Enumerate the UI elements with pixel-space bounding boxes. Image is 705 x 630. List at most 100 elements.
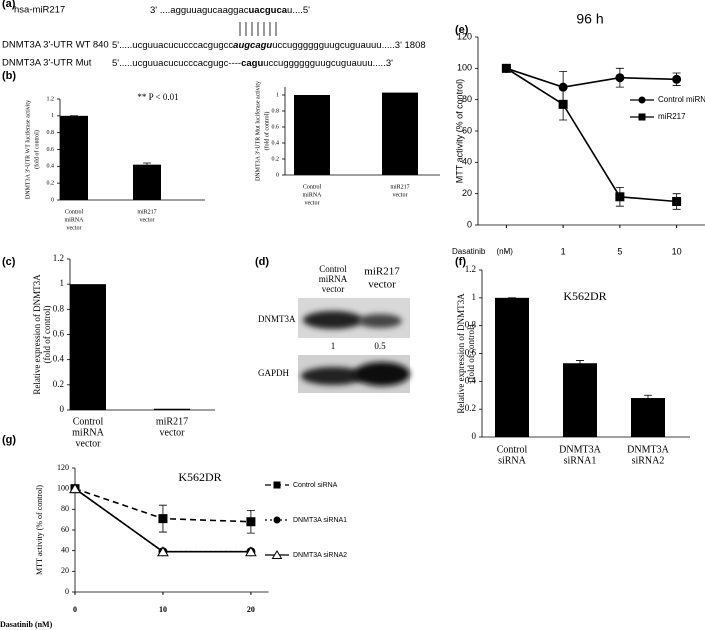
y-tick-label: 0.2 [47, 181, 55, 187]
error-bar [644, 394, 652, 402]
y-tick-label: 0.4 [47, 164, 55, 170]
row-label: DNMT3A [258, 314, 296, 324]
sequence-label: DNMT3A 3'-UTR Mut [2, 58, 92, 69]
y-tick-label: 0.4 [465, 375, 477, 385]
y-tick-label: 0 [276, 172, 279, 178]
x-tick-label: miRNA [302, 192, 322, 198]
legend-marker [638, 113, 646, 121]
x-axis-title: Dasatinib (nM) [452, 247, 513, 256]
lane-label: vector [368, 279, 396, 291]
sequence-label: DNMT3A 3'-UTR WT 840 [2, 40, 109, 51]
chart: 00.20.40.60.811.2ControlmiRNAvectormiR21… [32, 253, 215, 449]
panel-label: (d) [255, 256, 269, 268]
x-tick-label: Control [73, 416, 104, 427]
lane-label: vector [322, 284, 345, 294]
blot-band [358, 314, 402, 328]
bar [382, 92, 418, 175]
marker [672, 197, 682, 206]
sequence-label: hsa-miR217 [14, 5, 65, 16]
panel-a: hsa-miR217 3' ....agguuagucaaggacuacguca… [2, 5, 426, 69]
y-axis-title: (fold of control) [466, 325, 476, 383]
x-tick-label: vector [393, 192, 408, 198]
y-tick-label: 120 [457, 31, 472, 41]
marker [246, 517, 256, 527]
y-axis-title: DNMT3A 3'-UTR WT luciferase activity [24, 100, 31, 199]
y-tick-label: 100 [457, 63, 472, 73]
sequence-part: 5'.....ucguuacucucccacgugcc [112, 40, 233, 51]
sequence-seed: cagu [241, 58, 263, 69]
legend-label: DNMT3A siRNA2 [293, 552, 347, 559]
legend-label: Control miRNA [658, 95, 705, 104]
y-tick-label: 0.8 [53, 303, 65, 313]
y-tick-label: 0.6 [272, 124, 280, 130]
y-tick-label: 60 [462, 125, 472, 135]
bar [631, 398, 665, 437]
x-tick-label: vector [76, 438, 102, 449]
y-tick-label: 0 [60, 404, 65, 414]
y-tick-label: 100 [57, 483, 69, 492]
x-axis-title: Dasatinib (nM) [0, 620, 53, 629]
sequence: 5'.....ucguuacucucccacgugccaugcaguuccugg… [112, 40, 426, 51]
y-tick-label: 40 [462, 157, 472, 167]
x-tick-label: vector [160, 427, 186, 438]
panel-label: (c) [2, 256, 16, 268]
y-tick-label: 20 [462, 188, 472, 198]
y-tick-label: 0.8 [465, 320, 477, 330]
y-axis-title: MTT activity (% of control) [454, 79, 464, 183]
x-tick-label: 5 [617, 246, 622, 256]
x-tick-label: siRNA1 [564, 455, 597, 466]
x-tick-label: miR217 [390, 184, 409, 190]
blot-band [301, 367, 365, 385]
bar [495, 297, 529, 437]
y-tick-label: 1 [60, 278, 65, 288]
x-tick-label: 1 [561, 246, 566, 256]
y-axis-title: MTT activity (% of control) [35, 485, 44, 575]
legend-marker [273, 516, 281, 524]
x-tick-label: DNMT3A [627, 444, 669, 455]
y-tick-label: 0.4 [272, 140, 280, 146]
y-tick-label: 20 [61, 566, 69, 575]
y-tick-label: 0 [467, 219, 472, 229]
row-label: GAPDH [258, 368, 290, 378]
lane-label: miRNA [319, 274, 348, 284]
bar [154, 408, 190, 410]
y-tick-label: 0 [51, 197, 54, 203]
panel-label: (e) [455, 24, 469, 36]
marker [615, 192, 625, 202]
y-axis-title: Relative expression of DNMT3A [32, 274, 42, 395]
chart: 00.20.40.60.811.2ControlsiRNADNMT3AsiRNA… [456, 264, 690, 466]
y-tick-label: 120 [57, 463, 69, 472]
chart-title: K562DR [178, 470, 221, 484]
x-tick-label: 0 [73, 605, 77, 614]
blot-band [303, 311, 363, 329]
error-bar [576, 360, 584, 367]
legend-marker [273, 481, 281, 489]
x-tick-label: 10 [672, 246, 682, 256]
bar [70, 284, 106, 410]
x-tick-label: miRNA [64, 217, 84, 223]
bar [60, 115, 88, 200]
band-value: 1 [331, 341, 336, 351]
panel-d: Control miRNA vector miR217 vector DNMT3… [258, 264, 410, 393]
chart: 0 20 40 60 80 100 120 0 10 20 MTT activity (% of c… [0, 463, 347, 629]
lane-label: Control [319, 264, 347, 274]
x-tick-label: vector [140, 217, 155, 223]
y-tick-label: 0.6 [47, 147, 55, 153]
bar [563, 363, 597, 437]
series-line [505, 67, 677, 203]
y-tick-label: 1.2 [53, 253, 64, 263]
x-tick-label: siRNA [498, 455, 527, 466]
sequence-part: 5'.....ucguuacucucccacgugc---- [112, 58, 241, 69]
series-line [506, 67, 677, 88]
marker [69, 483, 81, 494]
y-tick-label: 1 [276, 92, 279, 98]
panel-label: (f) [455, 256, 466, 268]
y-tick-label: 0 [472, 431, 477, 441]
sequence: 5'.....ucguuacucucccacgugc----caguuccugg… [112, 58, 393, 69]
y-tick-label: 60 [61, 525, 69, 534]
x-tick-label: vector [305, 200, 320, 206]
pairing-bars [239, 22, 277, 36]
y-tick-label: 0.2 [465, 403, 476, 413]
y-tick-label: 0.2 [53, 379, 64, 389]
